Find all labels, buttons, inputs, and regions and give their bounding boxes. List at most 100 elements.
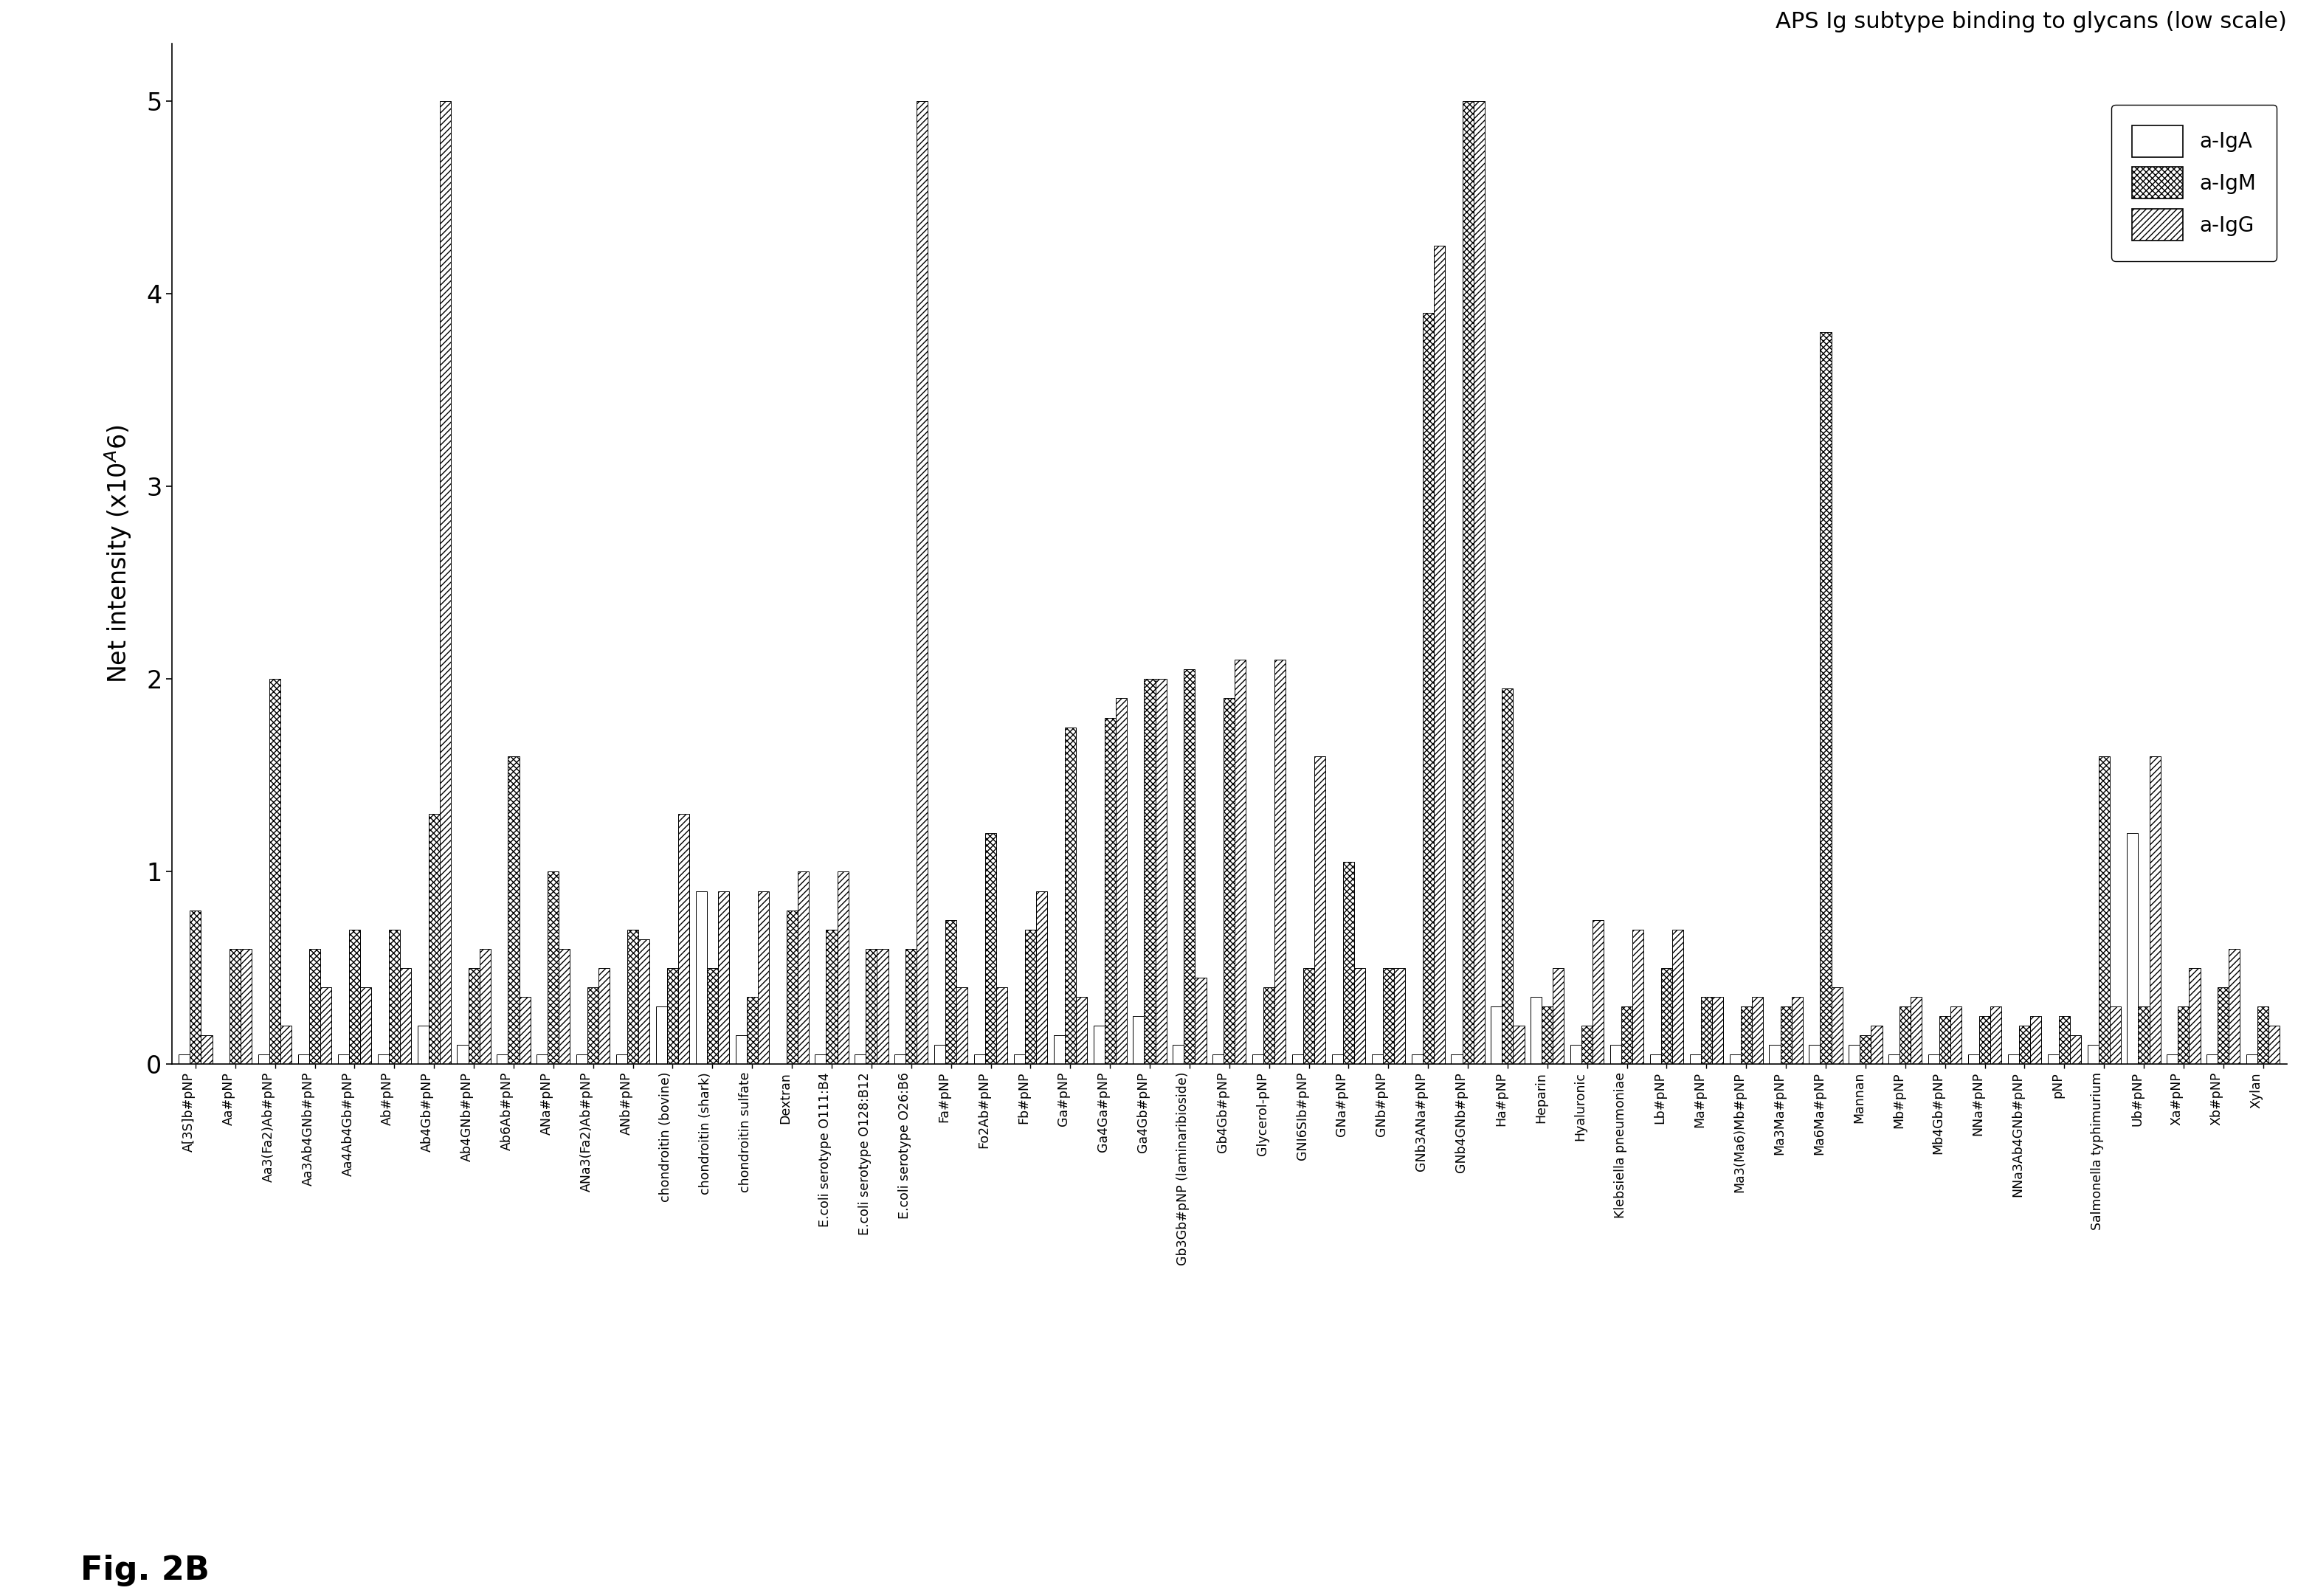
- Bar: [1553, 969, 1565, 1065]
- Bar: [1809, 1045, 1820, 1065]
- Bar: [418, 1026, 427, 1065]
- Bar: [377, 1055, 388, 1065]
- Bar: [1491, 1007, 1503, 1065]
- Bar: [361, 988, 372, 1065]
- Bar: [299, 1055, 310, 1065]
- Bar: [1951, 1007, 1962, 1065]
- Bar: [1967, 1055, 1979, 1065]
- Bar: [1990, 1007, 2002, 1065]
- Bar: [1234, 659, 1246, 1065]
- Bar: [786, 910, 797, 1065]
- Bar: [1333, 1055, 1342, 1065]
- Bar: [1593, 919, 1604, 1065]
- Legend: a-IgA, a-IgM, a-IgG: a-IgA, a-IgM, a-IgG: [2112, 105, 2277, 262]
- Bar: [1781, 1007, 1792, 1065]
- Bar: [1462, 101, 1473, 1065]
- Bar: [816, 1055, 825, 1065]
- Bar: [1275, 659, 1287, 1065]
- Bar: [427, 814, 439, 1065]
- Bar: [1632, 929, 1643, 1065]
- Bar: [2206, 1055, 2218, 1065]
- Bar: [944, 919, 956, 1065]
- Bar: [496, 1055, 508, 1065]
- Bar: [1422, 313, 1434, 1065]
- Bar: [2020, 1026, 2029, 1065]
- Bar: [1383, 969, 1395, 1065]
- Bar: [1751, 998, 1763, 1065]
- Bar: [1792, 998, 1802, 1065]
- Bar: [1912, 998, 1921, 1065]
- Bar: [1740, 1007, 1751, 1065]
- Bar: [230, 948, 241, 1065]
- Bar: [917, 101, 928, 1065]
- Bar: [1264, 988, 1275, 1065]
- Bar: [997, 988, 1007, 1065]
- Bar: [1064, 728, 1075, 1065]
- Bar: [1156, 678, 1167, 1065]
- Bar: [2059, 1017, 2070, 1065]
- Y-axis label: Net intensity (x10$^A$6): Net intensity (x10$^A$6): [103, 425, 133, 683]
- Bar: [986, 833, 997, 1065]
- Bar: [866, 948, 878, 1065]
- Bar: [2190, 969, 2199, 1065]
- Bar: [678, 814, 689, 1065]
- Bar: [2087, 1045, 2098, 1065]
- Bar: [1450, 1055, 1462, 1065]
- Bar: [1542, 1007, 1553, 1065]
- Bar: [1434, 246, 1445, 1065]
- Bar: [558, 948, 570, 1065]
- Bar: [1530, 998, 1542, 1065]
- Bar: [1871, 1026, 1882, 1065]
- Bar: [1850, 1045, 1859, 1065]
- Bar: [758, 891, 770, 1065]
- Bar: [519, 998, 531, 1065]
- Bar: [1820, 332, 1832, 1065]
- Bar: [1979, 1017, 1990, 1065]
- Bar: [1769, 1045, 1781, 1065]
- Bar: [627, 929, 639, 1065]
- Bar: [1252, 1055, 1264, 1065]
- Bar: [2070, 1036, 2082, 1065]
- Text: APS Ig subtype binding to glycans (low scale): APS Ig subtype binding to glycans (low s…: [1776, 11, 2287, 32]
- Bar: [1928, 1055, 1940, 1065]
- Bar: [1503, 689, 1512, 1065]
- Bar: [2268, 1026, 2280, 1065]
- Bar: [825, 929, 836, 1065]
- Bar: [2229, 948, 2241, 1065]
- Bar: [2029, 1017, 2041, 1065]
- Bar: [2247, 1055, 2257, 1065]
- Bar: [457, 1045, 469, 1065]
- Bar: [2257, 1007, 2268, 1065]
- Text: Fig. 2B: Fig. 2B: [80, 1555, 209, 1586]
- Bar: [1889, 1055, 1900, 1065]
- Bar: [2048, 1055, 2059, 1065]
- Bar: [1650, 1055, 1661, 1065]
- Bar: [655, 1007, 666, 1065]
- Bar: [717, 891, 728, 1065]
- Bar: [439, 101, 450, 1065]
- Bar: [1172, 1045, 1183, 1065]
- Bar: [1570, 1045, 1581, 1065]
- Bar: [241, 948, 253, 1065]
- Bar: [588, 988, 600, 1065]
- Bar: [1183, 669, 1195, 1065]
- Bar: [1314, 757, 1326, 1065]
- Bar: [956, 988, 967, 1065]
- Bar: [319, 988, 331, 1065]
- Bar: [2167, 1055, 2179, 1065]
- Bar: [1900, 1007, 1912, 1065]
- Bar: [349, 929, 361, 1065]
- Bar: [2128, 833, 2137, 1065]
- Bar: [2008, 1055, 2020, 1065]
- Bar: [280, 1026, 292, 1065]
- Bar: [855, 1055, 866, 1065]
- Bar: [400, 969, 411, 1065]
- Bar: [1291, 1055, 1303, 1065]
- Bar: [1689, 1055, 1701, 1065]
- Bar: [1133, 1017, 1144, 1065]
- Bar: [639, 938, 650, 1065]
- Bar: [974, 1055, 986, 1065]
- Bar: [1701, 998, 1712, 1065]
- Bar: [1036, 891, 1048, 1065]
- Bar: [1622, 1007, 1632, 1065]
